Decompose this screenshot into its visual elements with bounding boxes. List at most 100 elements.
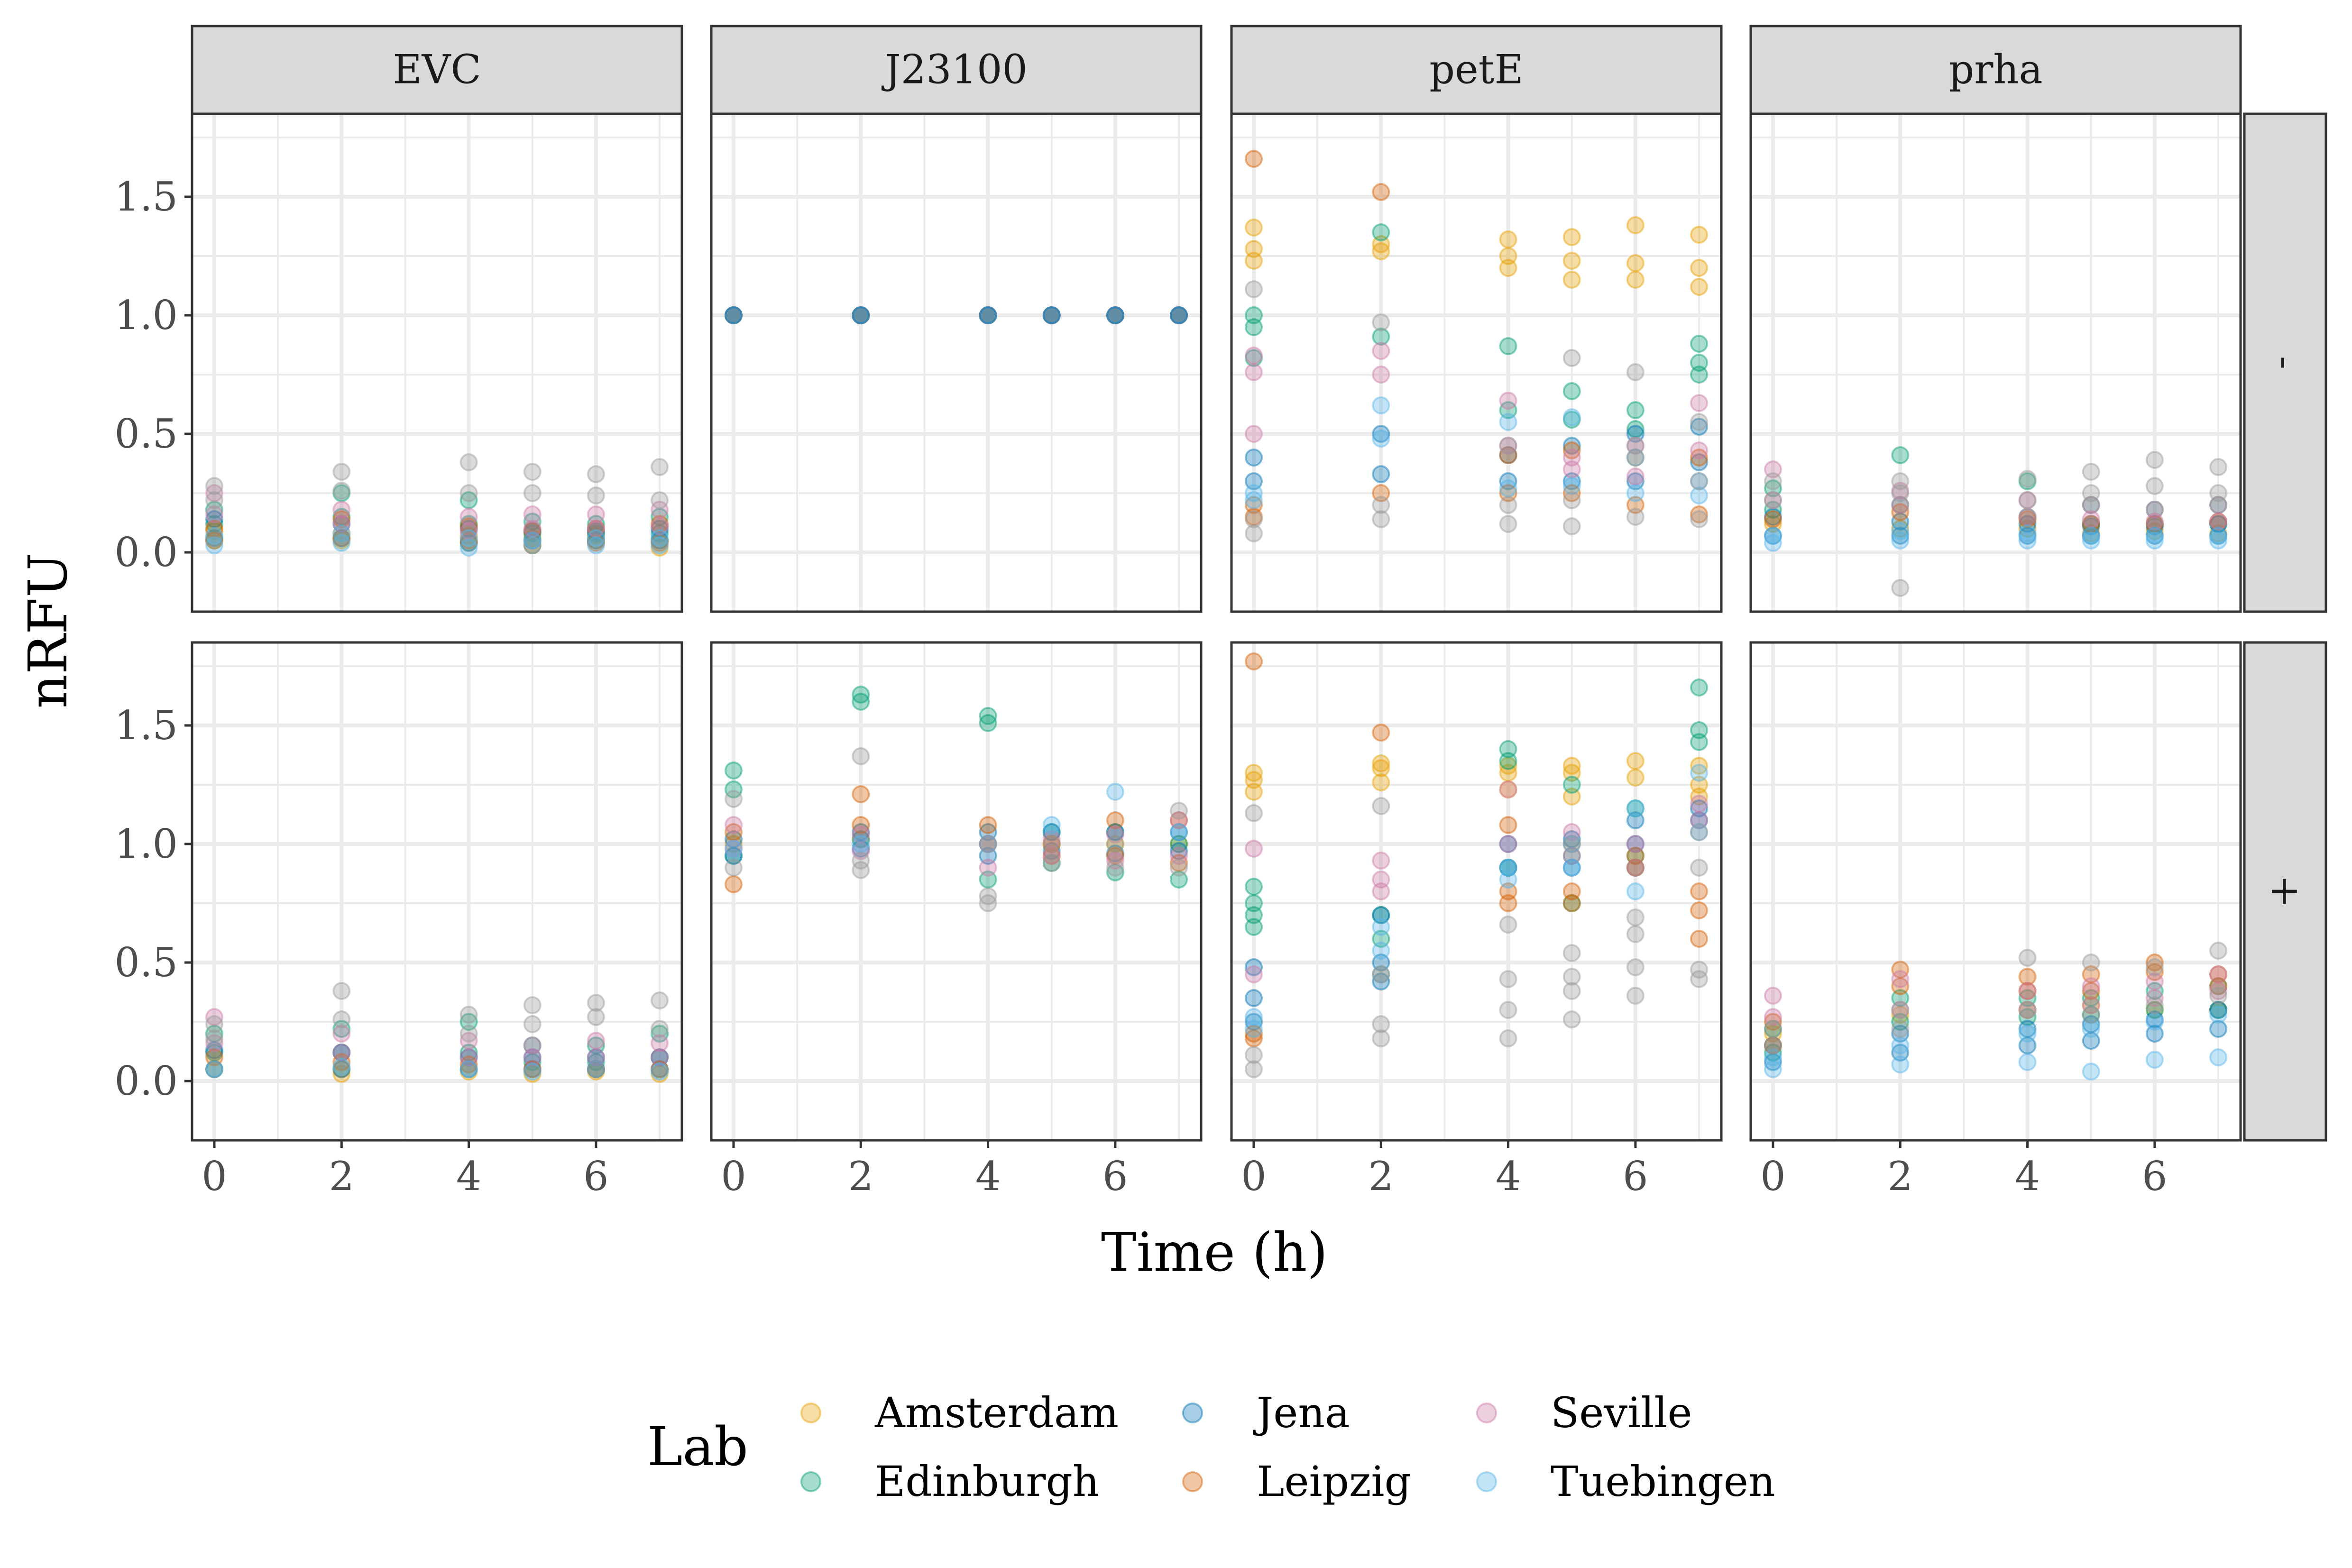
data-point-other [1626,908,1645,926]
data-point-seville [2209,965,2228,983]
data-point-jena [523,522,542,540]
y-axis-title: nRFU [18,553,79,709]
data-point-edinburgh [2082,496,2100,514]
legend-item-amsterdam: Amsterdam [800,1388,1119,1437]
legend-label: Leipzig [1257,1457,1411,1506]
data-point-edinburgh [724,306,743,324]
data-point-other [1626,958,1645,976]
data-point-jena [1042,306,1061,324]
data-point-tuebingen [1372,942,1390,960]
strip-petE: petE [1230,25,1723,115]
data-point-amsterdam [2018,520,2037,538]
data-point-jena [2145,1010,2164,1028]
data-point-other [1891,484,1910,502]
legend: Lab Amsterdam Edinburgh Jena Leipzig Seville… [647,1388,1775,1506]
data-point-edinburgh [1690,366,1709,384]
data-point-edinburgh [1690,733,1709,751]
data-point-edinburgh [1891,989,1910,1007]
data-point-amsterdam [1170,306,1188,324]
data-point-leipzig [2145,515,2164,533]
data-point-leipzig [1690,882,1709,900]
data-point-edinburgh [852,830,870,848]
data-point-jena [1690,799,1709,817]
data-point-other [1499,1001,1517,1019]
data-point-seville [332,1044,351,1062]
data-point-seville [205,1034,223,1052]
data-point-seville [1690,811,1709,829]
data-point-leipzig [724,306,743,324]
data-point-other [523,996,542,1014]
data-point-amsterdam [523,1065,542,1083]
data-point-seville [2209,982,2228,1000]
data-point-seville [587,520,605,538]
data-point-other [332,1010,351,1028]
data-point-tuebingen [852,306,870,324]
data-point-edinburgh [1106,863,1124,881]
data-point-seville [1562,847,1581,865]
data-point-edinburgh [1244,918,1263,936]
data-point-seville [332,501,351,519]
data-point-edinburgh [1562,382,1581,400]
data-point-jena [1372,906,1390,924]
data-point-seville [1372,342,1390,360]
strip-EVC: EVC [191,25,683,115]
data-point-edinburgh [1690,679,1709,697]
data-point-edinburgh [1690,721,1709,739]
panel-J23100-plus [711,642,1201,1141]
data-point-tuebingen [651,1063,669,1081]
panel-prha-plus [1751,642,2241,1141]
data-point-jena [2209,1001,2228,1019]
data-point-jena [459,1060,478,1078]
data-point-leipzig [1690,901,1709,919]
x-tick-label: 6 [1102,1153,1128,1200]
data-point-leipzig [1244,150,1263,168]
data-point-leipzig [1244,508,1263,526]
data-point-amsterdam [651,539,669,557]
data-point-leipzig [1562,882,1581,900]
data-point-jena [1690,453,1709,471]
data-point-seville [2018,508,2037,526]
data-point-jena [2145,517,2164,535]
data-point-jena [1764,1036,1782,1055]
data-point-tuebingen [2018,524,2037,542]
data-point-other [852,852,870,870]
data-point-edinburgh [523,1053,542,1071]
data-point-other [1690,859,1709,877]
data-point-leipzig [1244,652,1263,670]
data-point-other [1562,968,1581,986]
data-point-tuebingen [2018,1053,2037,1071]
data-point-tuebingen [523,1063,542,1081]
data-point-edinburgh [1499,752,1517,770]
data-point-tuebingen [1891,1055,1910,1073]
data-point-other [724,790,743,808]
data-point-edinburgh [651,508,669,526]
data-point-amsterdam [1626,769,1645,787]
data-point-edinburgh [1170,835,1188,853]
data-point-edinburgh [852,686,870,704]
data-point-seville [724,840,743,858]
data-point-leipzig [1764,1036,1782,1055]
data-point-amsterdam [1499,764,1517,782]
data-point-edinburgh [587,515,605,533]
data-point-seville [1891,496,1910,514]
data-point-edinburgh [332,508,351,526]
data-point-other [205,1015,223,1033]
data-point-jena [1244,1013,1263,1031]
data-point-seville [1626,859,1645,877]
data-point-edinburgh [2145,982,2164,1000]
data-point-seville [1499,780,1517,798]
data-point-seville [1764,1008,1782,1026]
data-point-other [1372,1015,1390,1033]
strip-label: prha [1948,46,2042,93]
data-point-edinburgh [724,761,743,779]
data-point-seville [2018,1001,2037,1019]
legend-key [1476,1403,1497,1423]
data-point-tuebingen [1626,882,1645,900]
data-point-other [459,484,478,502]
data-point-leipzig [1891,977,1910,995]
data-point-other [2018,1001,2037,1019]
data-point-jena [2145,527,2164,545]
data-point-leipzig [1170,306,1188,324]
strip-label: - [2262,356,2309,369]
data-point-seville [651,501,669,519]
